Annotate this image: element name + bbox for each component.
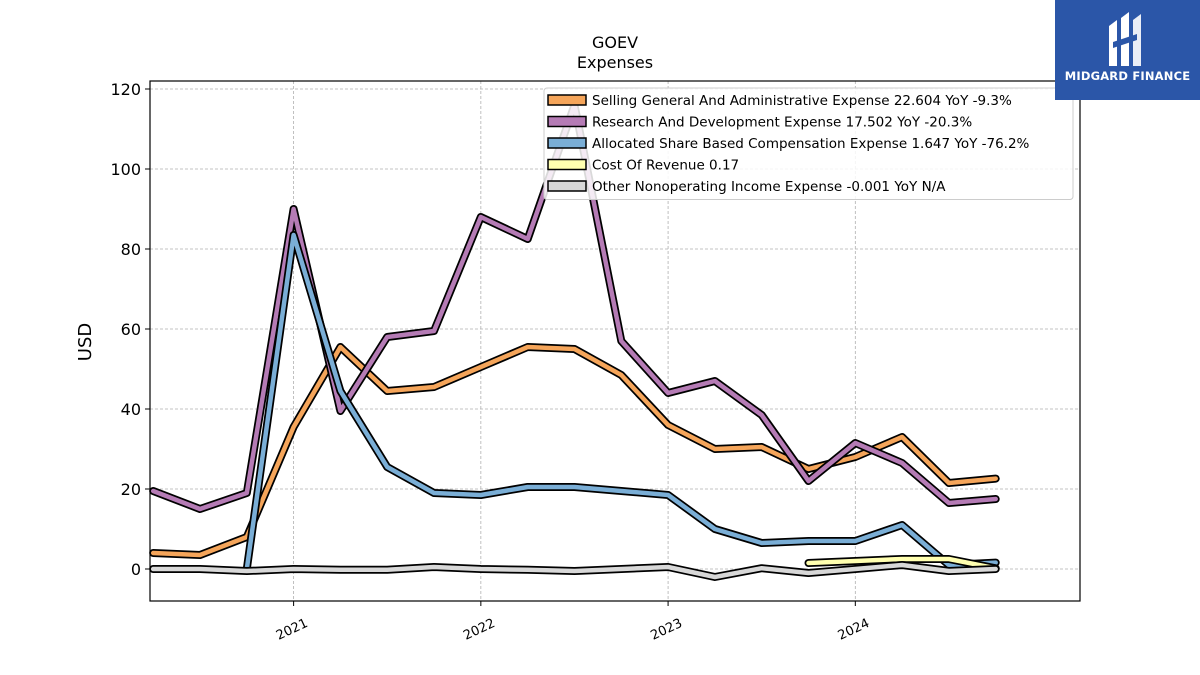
y-tick-label: 60 <box>121 320 141 339</box>
legend-swatch <box>547 115 587 128</box>
y-tick-label: 40 <box>121 400 141 419</box>
legend-entry: Cost Of Revenue 0.17 <box>592 158 739 174</box>
series-line <box>150 344 998 558</box>
plot-frame <box>149 80 1081 602</box>
legend-swatch <box>547 94 587 106</box>
y-axis-label: USD <box>75 323 96 361</box>
legend-entry: Research And Development Expense 17.502 … <box>592 115 972 131</box>
series-5 <box>149 561 1000 581</box>
midgard-logo: MIDGARD FINANCE <box>1055 0 1200 100</box>
series-line <box>244 232 998 572</box>
y-tick-label: 0 <box>131 560 141 579</box>
legend-box <box>543 87 1074 200</box>
series-3 <box>242 231 1000 573</box>
legend-swatch <box>547 137 587 149</box>
logo-text: MIDGARD FINANCE <box>1064 69 1191 83</box>
legend-swatch <box>547 180 587 192</box>
series-layer <box>149 101 1000 581</box>
legend-swatch <box>547 158 587 171</box>
chart-subtitle: Expenses <box>577 53 653 72</box>
y-tick-label: 80 <box>121 240 141 259</box>
x-tick-label: 2022 <box>461 616 497 644</box>
y-tick-label: 20 <box>121 480 141 499</box>
midgard-logo-icon <box>1109 12 1141 66</box>
legend-entry: Selling General And Administrative Expen… <box>592 93 1012 109</box>
legend-entry: Allocated Share Based Compensation Expen… <box>592 136 1030 152</box>
legend-entry: Other Nonoperating Income Expense -0.001… <box>592 179 946 195</box>
series-1 <box>149 343 1000 559</box>
y-tick-label: 120 <box>110 80 141 99</box>
series-line <box>806 556 998 571</box>
y-tick-label: 100 <box>110 160 141 179</box>
series-line-outline <box>242 231 1000 573</box>
chart-title: GOEV <box>592 33 638 52</box>
x-tick-label: 2023 <box>648 616 684 644</box>
x-tick-label: 2024 <box>836 616 872 644</box>
series-4 <box>804 555 1000 573</box>
legend: Selling General And Administrative Expen… <box>543 87 1074 200</box>
x-tick-label: 2021 <box>274 616 310 644</box>
series-line <box>150 562 998 580</box>
